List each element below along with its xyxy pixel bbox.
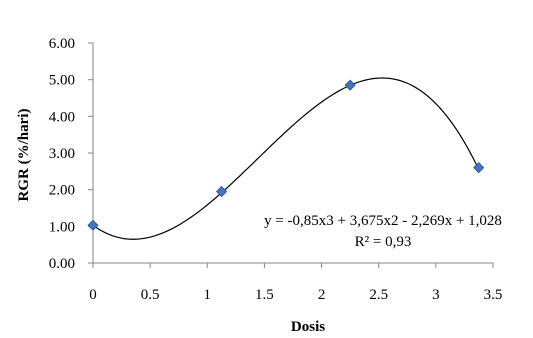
y-tick-label: 3.00 (49, 146, 75, 162)
x-axis-title: Dosis (291, 319, 325, 335)
x-tick-label: 2.5 (369, 287, 388, 303)
trendline-group (92, 77, 480, 240)
trendline-curve (92, 77, 480, 240)
y-tick-label: 1.00 (49, 219, 75, 235)
x-tick-label: 0.5 (141, 287, 160, 303)
y-tick-label: 6.00 (49, 36, 75, 52)
y-axis: 0.00 1.00 2.00 3.00 4.00 5.00 6.00 (49, 36, 94, 272)
data-point (473, 162, 485, 174)
x-tick-label: 1.5 (255, 287, 274, 303)
data-point (87, 219, 99, 231)
y-axis-title: RGR (%/hari) (16, 109, 32, 202)
data-points (87, 79, 485, 231)
y-tick-label: 2.00 (49, 183, 75, 199)
x-tick-label: 2 (318, 287, 326, 303)
data-point (344, 79, 356, 91)
x-tick-label: 3.5 (484, 287, 503, 303)
data-point (216, 185, 228, 198)
x-tick-label: 0 (89, 287, 97, 303)
trendline-equation: y = -0,85x3 + 3,675x2 - 2,269x + 1,028 (264, 213, 502, 229)
y-tick-label: 5.00 (49, 73, 75, 89)
x-tick-label: 1 (204, 287, 212, 303)
y-tick-label: 0.00 (49, 256, 75, 272)
r-squared-label: R² = 0,93 (355, 234, 412, 250)
x-tick-label: 3 (432, 287, 440, 303)
x-axis: 0 0.5 1 1.5 2 2.5 3 3.5 (89, 262, 503, 303)
y-tick-label: 4.00 (49, 109, 75, 125)
